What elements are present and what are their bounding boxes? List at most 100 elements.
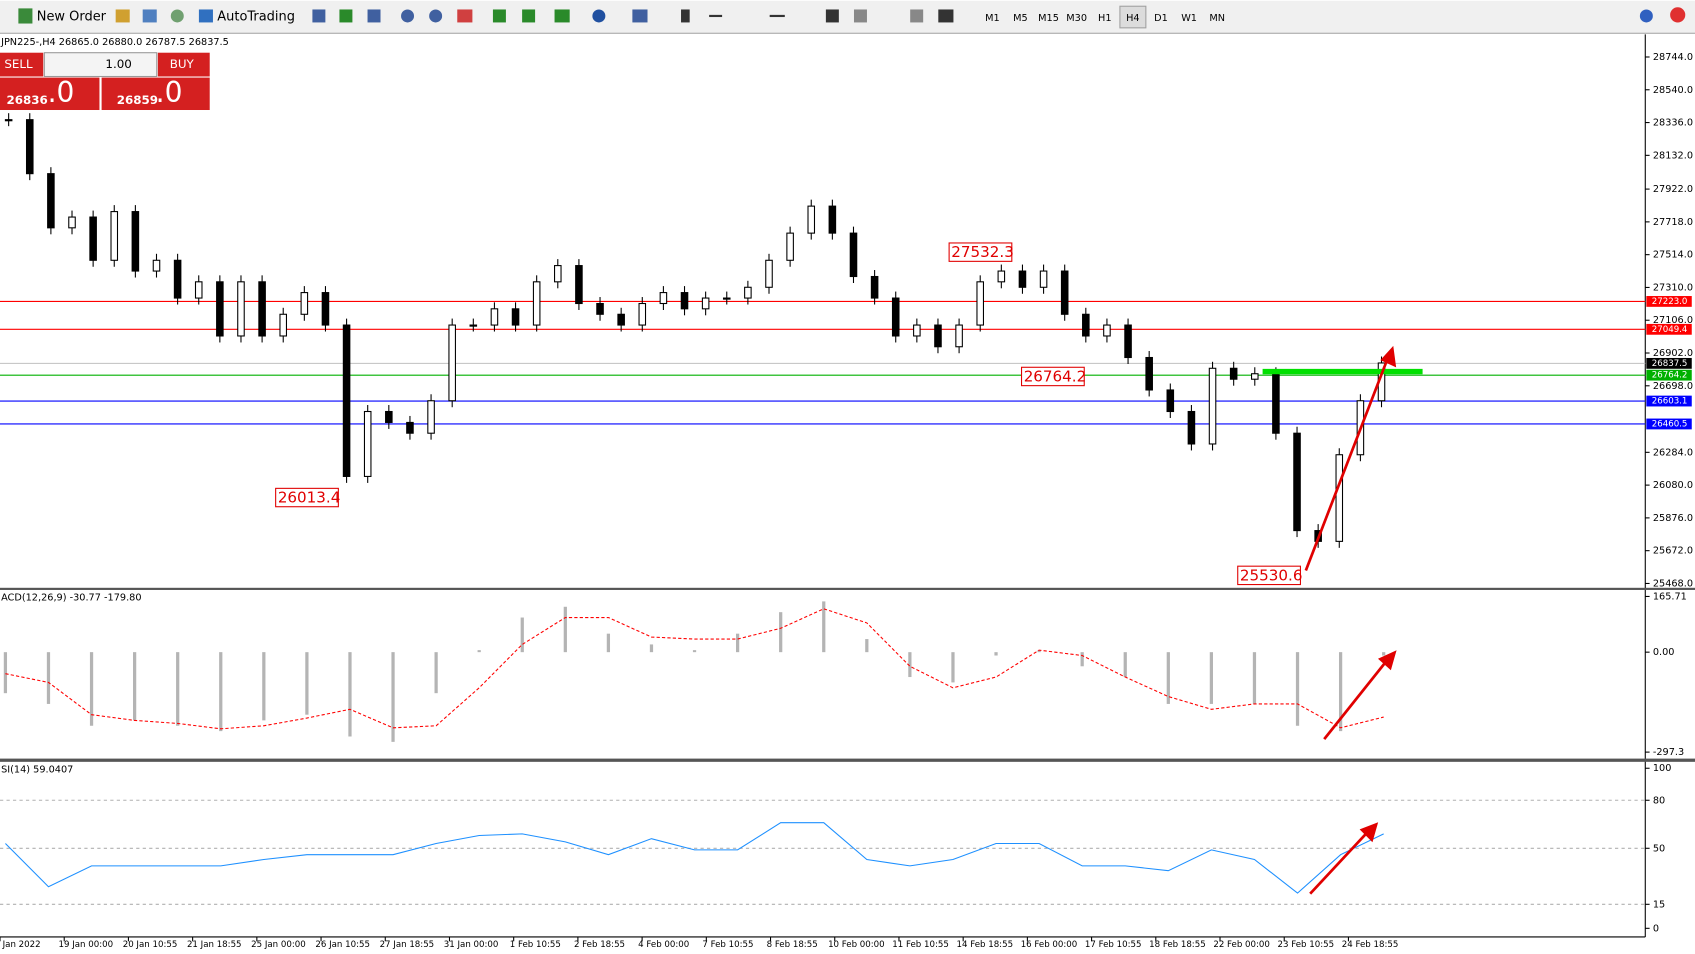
x-tick-label: 23 Feb 10:55 [1278,940,1335,950]
toolbar-icon[interactable] [312,9,326,23]
candle-body [1251,373,1259,380]
y-tick-label: 80 [1653,795,1665,806]
y-tick-label: 165.71 [1653,591,1687,602]
x-tick-label: 25 Jan 00:00 [251,940,306,950]
candle-body [1039,270,1048,288]
x-tick-label: 2 Feb 18:55 [574,940,625,950]
toolbar-icon[interactable] [115,9,130,23]
toolbar-icon[interactable] [681,9,690,23]
level-label: 27223.0 [1652,297,1688,307]
candle-body [913,324,921,337]
timeframe-button[interactable]: H1 [1098,13,1112,24]
candle-body [554,265,562,283]
level-tag [1646,296,1692,307]
search-icon[interactable] [1639,9,1653,23]
candle-body [385,410,393,423]
candle-body [237,281,245,337]
y-tick-label: 28336.0 [1653,118,1693,129]
toolbar-icon[interactable] [367,9,381,23]
toolbar-icon[interactable] [522,9,536,23]
y-tick-label: 0 [1653,923,1659,934]
candle-body [976,281,984,326]
toolbar-icon[interactable] [910,9,924,23]
toolbar-icon[interactable] [938,9,954,23]
candle-body [765,259,773,288]
new-order-button[interactable]: New Order [37,10,107,25]
candle-body [807,205,816,234]
toolbar-icon[interactable] [429,9,443,23]
y-tick-label: 28540.0 [1653,85,1693,96]
notification-icon[interactable] [1670,7,1686,23]
timeframe-button[interactable]: M15 [1038,13,1059,24]
timeframe-button[interactable]: M30 [1066,13,1087,24]
candle-body [511,308,520,326]
toolbar-icon[interactable] [825,9,839,23]
candle-body [152,259,161,272]
toolbar-icon[interactable] [401,9,415,23]
candle-body [532,281,541,326]
timeframe-button[interactable]: W1 [1181,13,1197,24]
toolbar-icon[interactable] [339,9,353,23]
buy-button[interactable] [157,52,210,77]
x-tick-label: 16 Feb 00:00 [1021,940,1078,950]
timeframe-button[interactable]: D1 [1154,13,1168,24]
buy-label[interactable]: BUY [170,57,195,71]
ask-box[interactable] [101,77,210,111]
panel-separator [0,758,1695,762]
toolbar-icon[interactable] [632,9,648,23]
toolbar-icon[interactable] [769,14,785,18]
sell-label[interactable]: SELL [4,57,33,71]
toolbar-icon[interactable] [709,14,723,18]
toolbar-icon[interactable] [457,9,473,23]
timeframe-button[interactable]: MN [1209,13,1225,24]
price-annotation: 26013.4 [278,489,341,507]
level-tag [1646,395,1692,407]
trend-arrow [1323,658,1390,740]
y-tick-label: 26284.0 [1653,447,1693,458]
autotrading-icon[interactable] [198,9,213,23]
price-annotation-box [275,487,339,508]
candle-body [722,297,731,300]
trend-arrows [1304,345,1397,895]
timeframe-button[interactable]: M1 [985,13,1000,24]
candle-body [1293,432,1301,532]
panel-title: SI(14) 59.0407 [1,764,73,775]
sell-button[interactable] [0,52,44,77]
price-chart: 28744.0 28540.0 28336.0 28132.0 27922.0 27718… [0,37,1693,950]
toolbar-icon[interactable] [554,9,570,23]
candle-body [363,410,372,477]
timeframe-button[interactable]: M5 [1013,13,1028,24]
level-label: 26603.1 [1652,397,1688,407]
y-tick-label: 26698.0 [1653,381,1693,392]
toolbar-icon[interactable] [853,9,867,23]
price-annotation-box [948,242,1013,262]
bid-price: 26836 [6,93,47,107]
new-order-icon[interactable] [18,8,33,24]
candle-body [849,232,858,278]
toolbar-icon[interactable] [142,9,157,23]
timeframe-button[interactable]: H4 [1126,13,1140,24]
candle-body [1229,367,1238,380]
candle-body [216,281,224,337]
x-tick-label: Jan 2022 [2,940,41,950]
trade-panel: SELL 1.00 BUY 26836 .0 26859 .0 [0,52,210,111]
candle-body [870,275,879,299]
bid-fraction: .0 [48,76,75,109]
toolbar-icon[interactable] [492,9,506,23]
price-panel [0,34,1646,588]
level-label: 27049.4 [1652,325,1688,335]
trend-arrow [1304,357,1390,571]
bid-box[interactable] [0,77,100,111]
ask-price: 26859 [117,93,158,107]
autotrading-button[interactable]: AutoTrading [217,10,295,25]
arrow-head [1380,345,1397,368]
toolbar-icon[interactable] [592,9,606,23]
x-tick-label: 8 Feb 18:55 [767,940,818,950]
price-annotation: 25530.6 [1240,566,1303,584]
price-annotation-box [1237,565,1301,586]
candle-body [300,292,309,315]
volume-input[interactable]: 1.00 [105,57,131,71]
toolbar-icon[interactable] [170,9,184,23]
volume-box[interactable] [43,52,158,78]
candle-body [786,232,794,261]
